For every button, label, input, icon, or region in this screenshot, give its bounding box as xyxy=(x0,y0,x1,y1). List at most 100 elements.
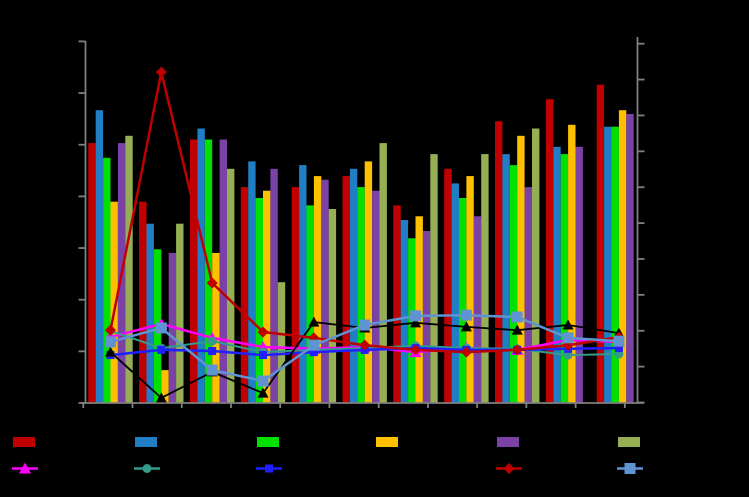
bar[interactable] xyxy=(263,190,271,403)
line-marker[interactable] xyxy=(257,387,269,398)
bar[interactable] xyxy=(400,220,409,403)
bar[interactable] xyxy=(240,187,249,403)
line-marker[interactable] xyxy=(257,375,269,387)
legend-item-bar-4[interactable] xyxy=(497,437,519,447)
line-marker[interactable] xyxy=(265,464,273,473)
bar[interactable] xyxy=(161,370,169,403)
bar[interactable] xyxy=(611,126,619,403)
bar[interactable] xyxy=(277,282,286,403)
bar[interactable] xyxy=(604,126,612,403)
line-marker[interactable] xyxy=(613,335,625,347)
bar[interactable] xyxy=(495,121,503,403)
bar[interactable] xyxy=(422,231,431,403)
bar[interactable] xyxy=(342,176,350,403)
bar[interactable] xyxy=(502,154,510,403)
line-marker[interactable] xyxy=(460,309,472,321)
line-marker[interactable] xyxy=(308,339,320,351)
line-marker[interactable] xyxy=(503,463,515,474)
line-marker[interactable] xyxy=(207,336,217,346)
bar[interactable] xyxy=(568,124,576,404)
bar[interactable] xyxy=(139,201,147,403)
line-marker[interactable] xyxy=(410,310,422,322)
bar[interactable] xyxy=(190,139,198,404)
line-marker[interactable] xyxy=(206,364,218,376)
bar[interactable] xyxy=(444,168,452,403)
line-marker[interactable] xyxy=(359,339,371,351)
bar[interactable] xyxy=(88,143,96,403)
bar[interactable] xyxy=(596,84,605,403)
bar[interactable] xyxy=(110,201,118,403)
line-marker[interactable] xyxy=(105,346,116,357)
line-marker[interactable] xyxy=(562,332,574,344)
legend-item-line-5[interactable] xyxy=(617,463,643,474)
bar[interactable] xyxy=(212,252,220,403)
bar[interactable] xyxy=(379,143,387,403)
bar[interactable] xyxy=(255,198,263,403)
line-marker[interactable] xyxy=(157,345,166,354)
bar[interactable] xyxy=(299,165,307,403)
bar[interactable] xyxy=(481,154,489,403)
bar[interactable] xyxy=(618,110,627,403)
bar[interactable] xyxy=(473,216,482,403)
bar[interactable] xyxy=(313,176,322,403)
bar[interactable] xyxy=(372,190,380,403)
line-marker[interactable] xyxy=(142,464,152,473)
bar[interactable] xyxy=(451,183,459,403)
bar[interactable] xyxy=(430,154,438,403)
line-marker[interactable] xyxy=(155,392,167,403)
legend-item-bar-0[interactable] xyxy=(13,437,35,447)
legend-swatch[interactable] xyxy=(13,437,35,447)
line-marker[interactable] xyxy=(614,344,623,353)
legend-item-bar-2[interactable] xyxy=(257,437,279,447)
legend-item-line-0[interactable] xyxy=(12,462,38,474)
bar[interactable] xyxy=(146,223,154,403)
bar[interactable] xyxy=(321,179,329,403)
bar[interactable] xyxy=(227,168,235,403)
line-marker[interactable] xyxy=(208,347,217,356)
legend-swatch[interactable] xyxy=(135,437,157,447)
line-marker[interactable] xyxy=(155,66,167,78)
line-marker[interactable] xyxy=(511,311,523,323)
bar[interactable] xyxy=(524,187,532,403)
line-marker[interactable] xyxy=(511,324,523,335)
bar[interactable] xyxy=(176,223,184,403)
line-marker[interactable] xyxy=(460,346,472,358)
legend-item-bar-3[interactable] xyxy=(376,437,398,447)
line-marker[interactable] xyxy=(359,319,371,331)
bar[interactable] xyxy=(364,161,373,403)
bar[interactable] xyxy=(349,168,358,403)
legend-item-line-4[interactable] xyxy=(496,463,522,474)
bar[interactable] xyxy=(357,187,365,403)
bar[interactable] xyxy=(248,161,256,403)
line-marker[interactable] xyxy=(309,348,318,357)
bar[interactable] xyxy=(219,139,227,404)
bar[interactable] xyxy=(466,176,474,403)
line-marker[interactable] xyxy=(19,462,31,474)
bar[interactable] xyxy=(103,157,111,403)
bar[interactable] xyxy=(517,135,525,404)
legend-swatch[interactable] xyxy=(497,437,519,447)
bar[interactable] xyxy=(95,110,104,403)
bar[interactable] xyxy=(328,209,337,403)
line-marker[interactable] xyxy=(624,463,636,474)
bar[interactable] xyxy=(415,216,423,403)
bar[interactable] xyxy=(626,113,634,404)
legend-item-line-2[interactable] xyxy=(256,464,282,473)
bar[interactable] xyxy=(306,205,314,403)
legend-swatch[interactable] xyxy=(257,437,279,447)
line-marker[interactable] xyxy=(511,344,523,356)
line-marker[interactable] xyxy=(259,351,268,360)
line-marker[interactable] xyxy=(410,317,422,328)
bar[interactable] xyxy=(560,154,569,403)
bar[interactable] xyxy=(291,187,300,403)
line-marker[interactable] xyxy=(155,322,167,334)
line-marker[interactable] xyxy=(308,316,320,327)
line-marker[interactable] xyxy=(410,344,422,356)
bar[interactable] xyxy=(545,99,554,403)
legend-item-bar-1[interactable] xyxy=(135,437,157,447)
line-marker[interactable] xyxy=(562,319,574,330)
bar[interactable] xyxy=(553,146,561,404)
bar[interactable] xyxy=(509,165,518,403)
line-marker[interactable] xyxy=(460,321,472,332)
line-marker[interactable] xyxy=(206,277,218,289)
